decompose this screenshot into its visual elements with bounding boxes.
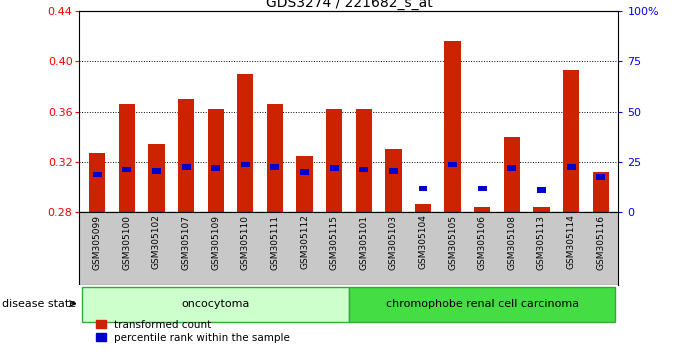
- Text: chromophobe renal cell carcinoma: chromophobe renal cell carcinoma: [386, 299, 579, 309]
- Bar: [300, 169, 309, 175]
- Text: GSM305116: GSM305116: [596, 215, 605, 270]
- Text: GSM305110: GSM305110: [240, 215, 250, 270]
- Text: GSM305099: GSM305099: [93, 215, 102, 270]
- Text: GSM305113: GSM305113: [537, 215, 546, 270]
- Bar: [389, 168, 398, 173]
- Bar: [119, 104, 135, 212]
- Title: GDS3274 / 221682_s_at: GDS3274 / 221682_s_at: [265, 0, 433, 10]
- Bar: [592, 172, 609, 212]
- Text: GSM305114: GSM305114: [567, 215, 576, 269]
- Bar: [444, 41, 461, 212]
- Text: GSM305101: GSM305101: [359, 215, 368, 270]
- Bar: [349, 287, 616, 322]
- Bar: [207, 109, 224, 212]
- Bar: [448, 162, 457, 167]
- Bar: [296, 156, 312, 212]
- Text: GSM305107: GSM305107: [182, 215, 191, 270]
- Bar: [537, 187, 546, 193]
- Bar: [504, 137, 520, 212]
- Text: GSM305112: GSM305112: [300, 215, 309, 269]
- Bar: [152, 168, 161, 173]
- Bar: [567, 164, 576, 170]
- Bar: [211, 165, 220, 171]
- Bar: [385, 149, 401, 212]
- Bar: [149, 144, 164, 212]
- Bar: [474, 207, 491, 212]
- Bar: [507, 165, 516, 171]
- Bar: [596, 174, 605, 180]
- Text: GSM305100: GSM305100: [122, 215, 131, 270]
- Text: GSM305108: GSM305108: [507, 215, 516, 270]
- Bar: [182, 164, 191, 170]
- Bar: [330, 165, 339, 171]
- Text: disease state: disease state: [2, 299, 76, 309]
- Bar: [477, 185, 486, 191]
- Bar: [178, 99, 194, 212]
- Text: GSM305109: GSM305109: [211, 215, 220, 270]
- Bar: [415, 204, 431, 212]
- Bar: [533, 207, 549, 212]
- Bar: [93, 172, 102, 177]
- Bar: [359, 167, 368, 172]
- Bar: [267, 104, 283, 212]
- Text: GSM305104: GSM305104: [419, 215, 428, 269]
- Text: GSM305102: GSM305102: [152, 215, 161, 269]
- Bar: [122, 167, 131, 172]
- Bar: [356, 109, 372, 212]
- Text: GSM305115: GSM305115: [330, 215, 339, 270]
- Text: oncocytoma: oncocytoma: [182, 299, 250, 309]
- Legend: transformed count, percentile rank within the sample: transformed count, percentile rank withi…: [92, 315, 294, 347]
- Bar: [241, 162, 249, 167]
- Bar: [237, 74, 254, 212]
- Bar: [89, 153, 105, 212]
- Bar: [82, 287, 349, 322]
- Bar: [419, 185, 428, 191]
- Bar: [563, 70, 579, 212]
- Text: GSM305106: GSM305106: [477, 215, 486, 270]
- Text: GSM305105: GSM305105: [448, 215, 457, 270]
- Text: GSM305103: GSM305103: [389, 215, 398, 270]
- Bar: [270, 164, 279, 170]
- Text: GSM305111: GSM305111: [270, 215, 279, 270]
- Bar: [326, 109, 342, 212]
